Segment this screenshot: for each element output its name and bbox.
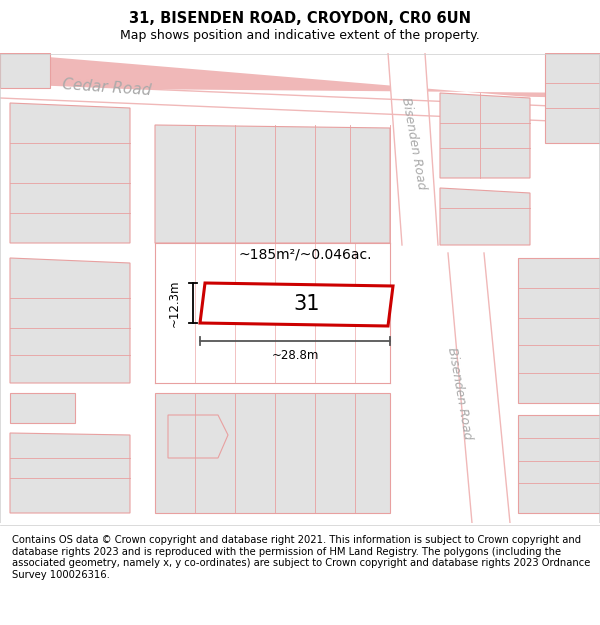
Polygon shape	[10, 393, 75, 423]
Polygon shape	[10, 258, 130, 383]
Polygon shape	[0, 53, 50, 88]
Polygon shape	[0, 88, 600, 143]
Polygon shape	[0, 83, 600, 123]
Text: Contains OS data © Crown copyright and database right 2021. This information is : Contains OS data © Crown copyright and d…	[12, 535, 590, 580]
Polygon shape	[155, 393, 390, 513]
Text: Map shows position and indicative extent of the property.: Map shows position and indicative extent…	[120, 29, 480, 42]
Text: Cedar Road: Cedar Road	[62, 78, 152, 99]
Polygon shape	[0, 53, 600, 103]
Polygon shape	[440, 188, 530, 245]
Text: ~185m²/~0.046ac.: ~185m²/~0.046ac.	[238, 247, 372, 261]
Text: ~28.8m: ~28.8m	[271, 349, 319, 362]
Polygon shape	[168, 415, 228, 458]
Polygon shape	[10, 103, 130, 243]
Polygon shape	[10, 433, 130, 513]
Polygon shape	[518, 258, 600, 403]
Polygon shape	[155, 125, 390, 243]
Polygon shape	[545, 53, 600, 143]
Polygon shape	[200, 283, 393, 326]
Text: Bisenden Road: Bisenden Road	[445, 346, 475, 440]
Polygon shape	[440, 93, 530, 178]
Polygon shape	[448, 253, 510, 523]
Text: ~12.3m: ~12.3m	[168, 279, 181, 327]
Text: 31: 31	[293, 294, 320, 314]
Text: 31, BISENDEN ROAD, CROYDON, CR0 6UN: 31, BISENDEN ROAD, CROYDON, CR0 6UN	[129, 11, 471, 26]
Polygon shape	[388, 53, 438, 245]
Polygon shape	[518, 415, 600, 513]
Text: Bisenden Road: Bisenden Road	[400, 96, 428, 190]
